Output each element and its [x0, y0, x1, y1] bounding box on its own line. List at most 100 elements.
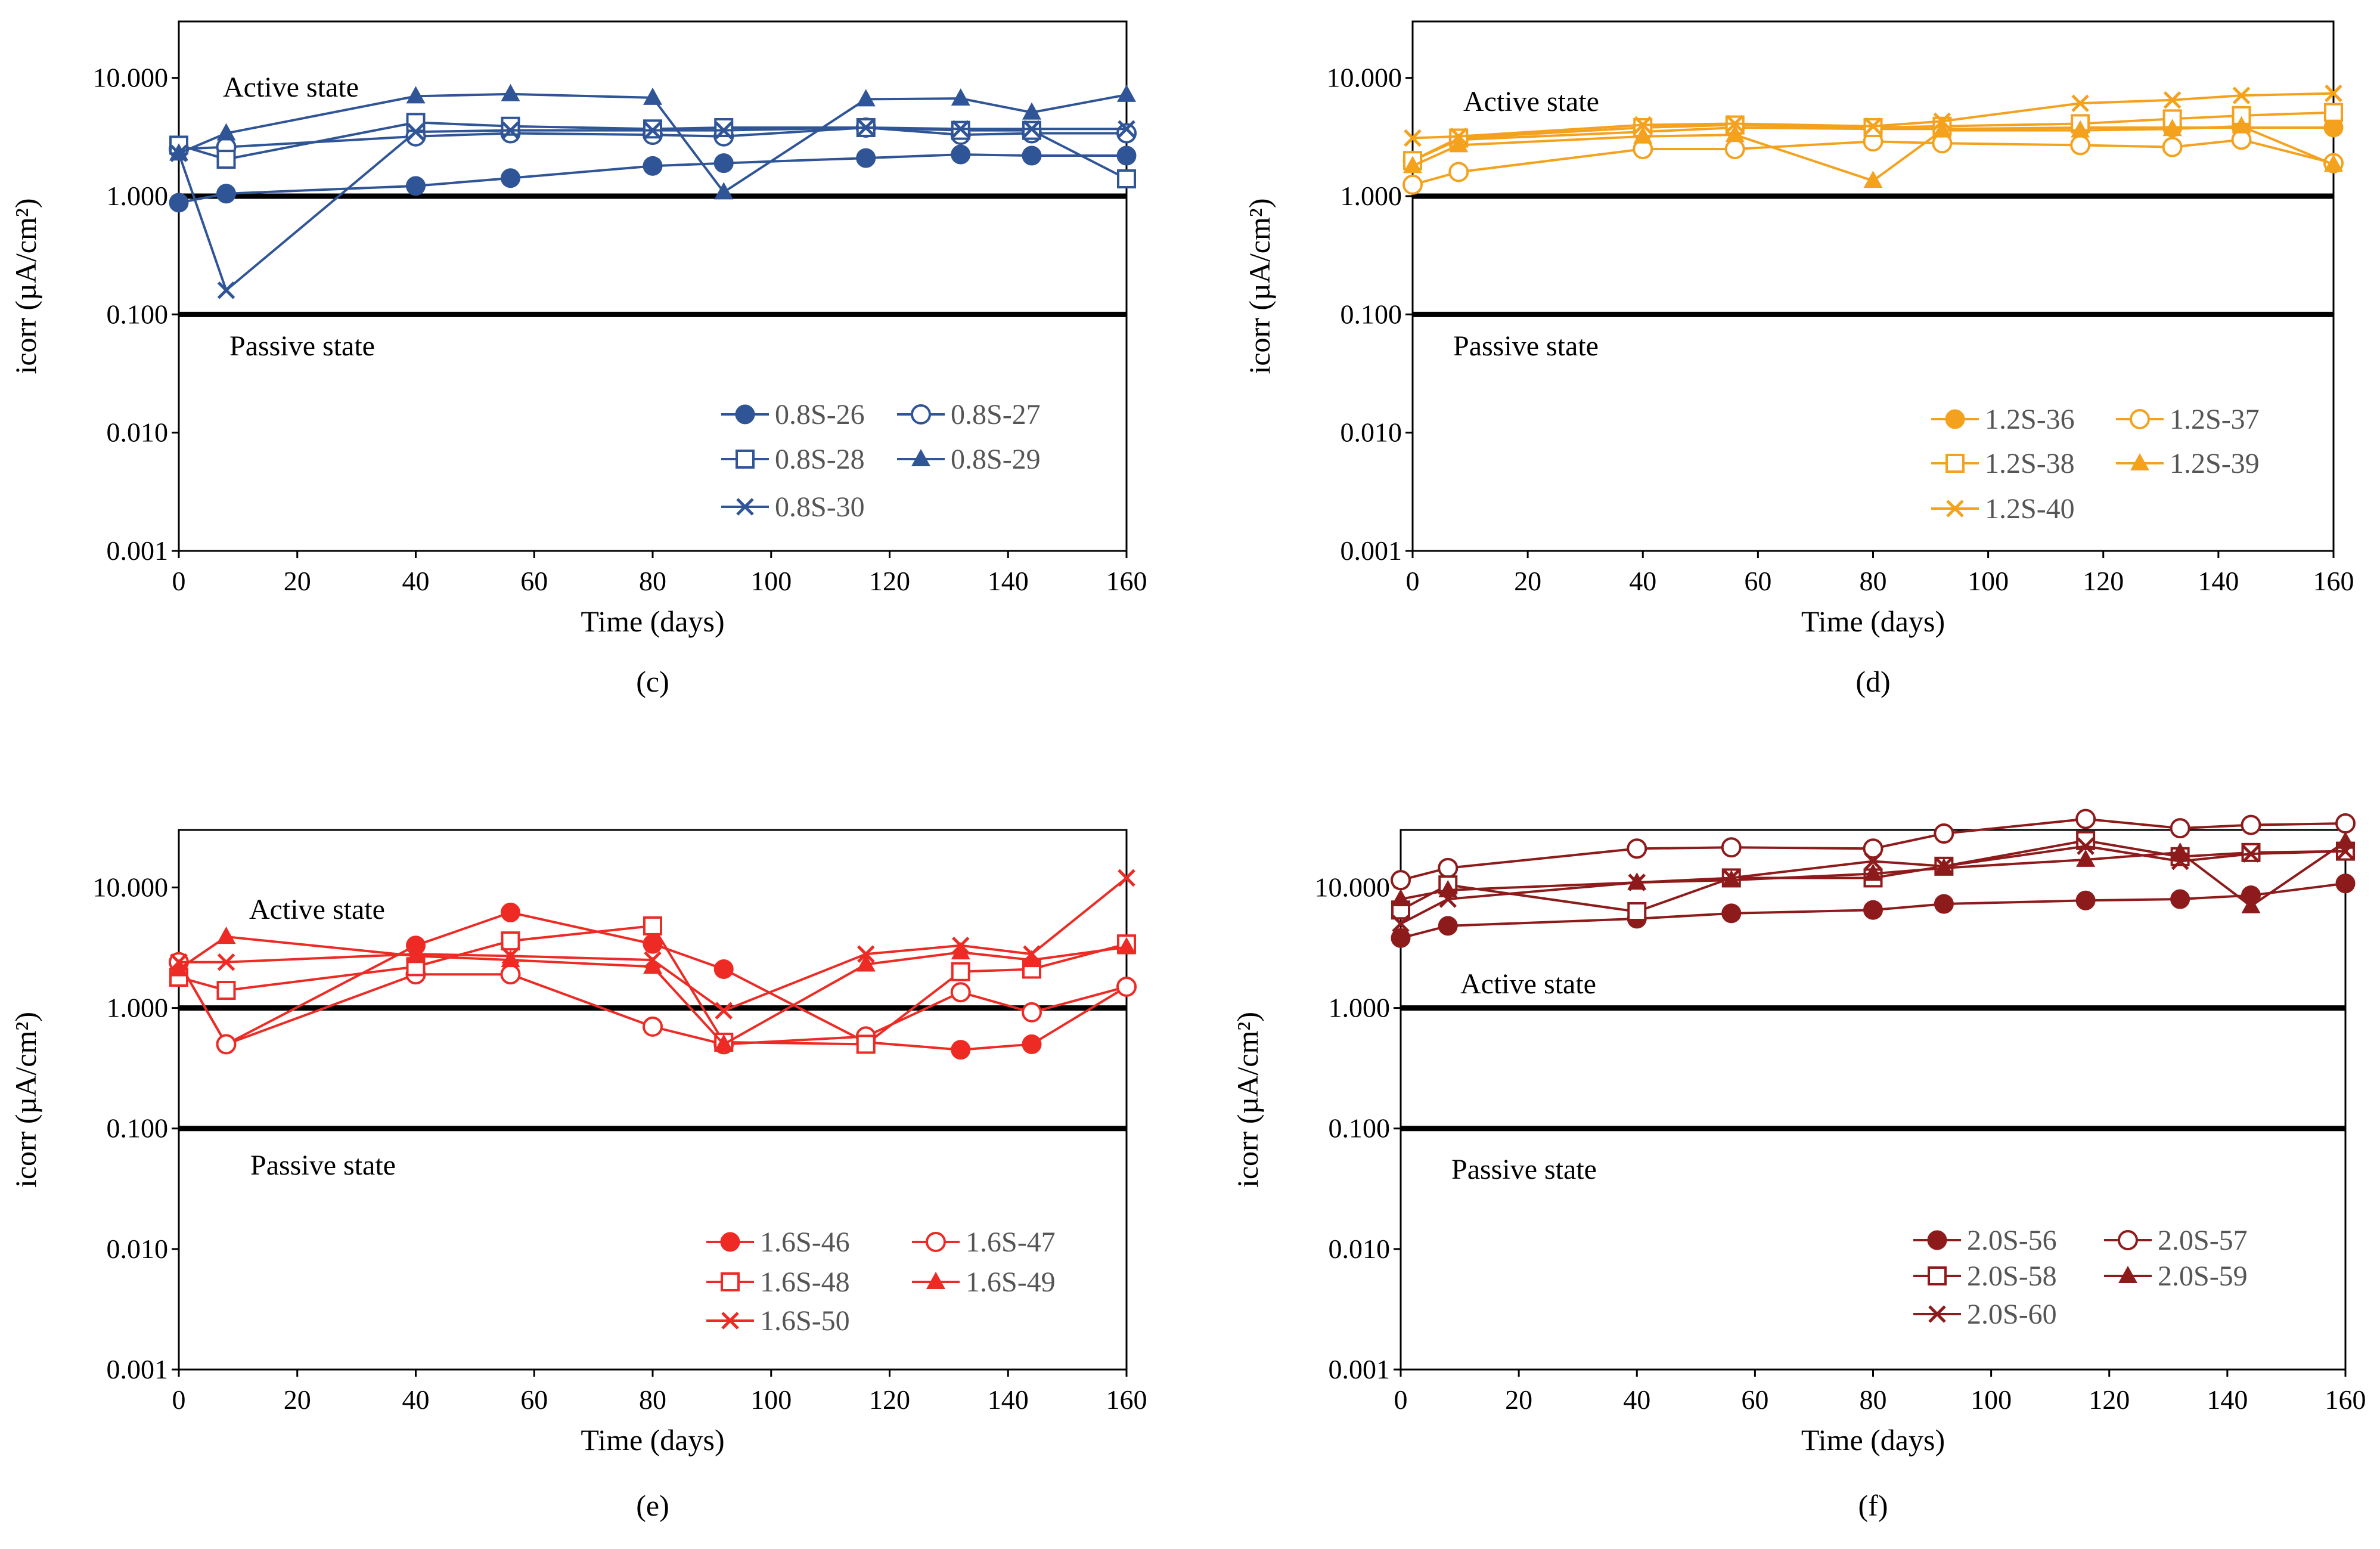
data-point — [643, 916, 662, 935]
series-line — [1400, 817, 2346, 882]
data-point — [1022, 1002, 1042, 1023]
x-tick-label: 120 — [869, 566, 910, 596]
series-1.2S-40 — [1404, 84, 2342, 147]
x-tick-label: 160 — [1106, 566, 1147, 596]
x-tick-label: 100 — [750, 1384, 792, 1415]
data-point — [2324, 103, 2343, 122]
x-tick-label: 80 — [639, 1384, 666, 1415]
y-tick-label: 0.001 — [1341, 535, 1402, 566]
data-point — [2335, 873, 2356, 894]
y-tick-label: 0.001 — [1329, 1354, 1391, 1384]
active-state-label: Active state — [223, 72, 359, 103]
x-axis-title: Time (days) — [581, 1423, 724, 1457]
series-line — [1412, 125, 2334, 182]
legend-marker — [736, 498, 754, 516]
data-point — [857, 119, 875, 137]
data-point — [501, 902, 520, 922]
data-point — [1023, 120, 1041, 138]
data-point — [169, 193, 189, 213]
x-tick-label: 160 — [2313, 566, 2354, 596]
x-tick-label: 120 — [869, 1384, 910, 1415]
data-point — [856, 89, 876, 107]
data-point — [714, 1034, 734, 1052]
data-point — [216, 123, 236, 141]
data-point — [217, 953, 235, 971]
y-axis-title: icorr (µA/cm²) — [9, 198, 42, 374]
series-line — [178, 911, 1128, 1051]
y-axis-title: icorr (µA/cm²) — [1243, 198, 1276, 374]
x-tick-label: 0 — [172, 566, 186, 596]
data-point — [1726, 114, 1744, 133]
chart-panel-c: 0.001 0.010 0.100 1.000 10.000 0 20 40 60 80 100 12… — [9, 20, 1147, 698]
data-point — [1116, 145, 1137, 166]
y-tick-label: 0.100 — [107, 299, 169, 329]
data-point — [2170, 889, 2190, 909]
data-point — [951, 1040, 971, 1060]
data-point — [715, 1002, 733, 1020]
series-line — [1412, 138, 2334, 186]
data-point — [1863, 171, 1883, 188]
legend-label: 1.2S-40 — [1985, 493, 2075, 525]
y-tick-label: 0.100 — [107, 1113, 169, 1144]
x-tick-label: 100 — [1968, 566, 2009, 596]
x-tick-label: 0 — [1394, 1384, 1408, 1415]
data-point — [1391, 928, 1411, 948]
data-point — [1633, 126, 1653, 144]
data-point — [1438, 857, 1459, 878]
data-point — [951, 120, 970, 138]
x-tick-label: 160 — [1106, 1384, 1147, 1415]
x-tick-label: 20 — [284, 566, 311, 596]
x-tick-label: 0 — [172, 1384, 186, 1415]
series-line — [1400, 840, 2347, 908]
legend-label: 1.6S-46 — [760, 1226, 850, 1258]
data-point — [2076, 849, 2096, 867]
series-line — [178, 935, 1127, 1046]
legend: 2.0S-56 2.0S-57 2.0S-58 2.0S-59 2.0S-60 — [1913, 1225, 2248, 1330]
legend-marker — [721, 1312, 739, 1330]
x-tick-label: 80 — [1860, 566, 1887, 596]
series-line — [1412, 92, 2334, 140]
x-axis-title: Time (days) — [581, 605, 724, 638]
x-tick-label: 60 — [520, 1384, 548, 1415]
chart-panel-f: 0.001 0.010 0.100 1.000 10.000 0 20 40 60 80 100 12… — [1231, 808, 2366, 1522]
active-state-label: Active state — [249, 894, 385, 925]
data-point — [216, 1034, 237, 1055]
x-tick-label: 60 — [1741, 1384, 1768, 1415]
data-point — [1022, 102, 1041, 120]
data-point — [407, 945, 425, 963]
data-point — [2335, 813, 2356, 834]
data-point — [2071, 94, 2089, 112]
panel-caption: (c) — [636, 665, 669, 698]
data-point — [1934, 894, 1954, 914]
legend-marker — [926, 1232, 946, 1252]
data-point — [501, 931, 520, 951]
data-point — [951, 962, 970, 981]
legend-marker — [911, 449, 930, 466]
data-point — [1118, 869, 1135, 887]
series-0.8S-29 — [169, 83, 1136, 200]
panel-caption: (f) — [1858, 1489, 1888, 1522]
data-point — [1022, 145, 1042, 166]
y-axis-title: icorr (µA/cm²) — [1231, 1012, 1264, 1188]
data-point — [1722, 869, 1740, 887]
legend-label: 0.8S-27 — [951, 399, 1041, 430]
data-point — [1627, 902, 1647, 922]
panel-caption: (d) — [1855, 665, 1890, 698]
data-point — [951, 942, 970, 960]
series-0.8S-26 — [169, 144, 1137, 213]
data-point — [170, 953, 188, 971]
data-point — [713, 959, 734, 979]
legend-marker — [2118, 1230, 2138, 1250]
data-point — [216, 150, 236, 169]
legend-label: 0.8S-29 — [951, 444, 1041, 475]
series-1.6S-50 — [170, 869, 1135, 1020]
y-tick-label: 0.001 — [107, 1354, 169, 1384]
data-point — [1932, 120, 1952, 138]
series-line — [178, 961, 1127, 1046]
x-tick-label: 20 — [1514, 566, 1541, 596]
y-tick-label: 0.010 — [1341, 417, 1402, 448]
legend-marker — [926, 1272, 945, 1289]
legend-label: 2.0S-58 — [1967, 1260, 2057, 1292]
data-point — [2070, 135, 2091, 156]
